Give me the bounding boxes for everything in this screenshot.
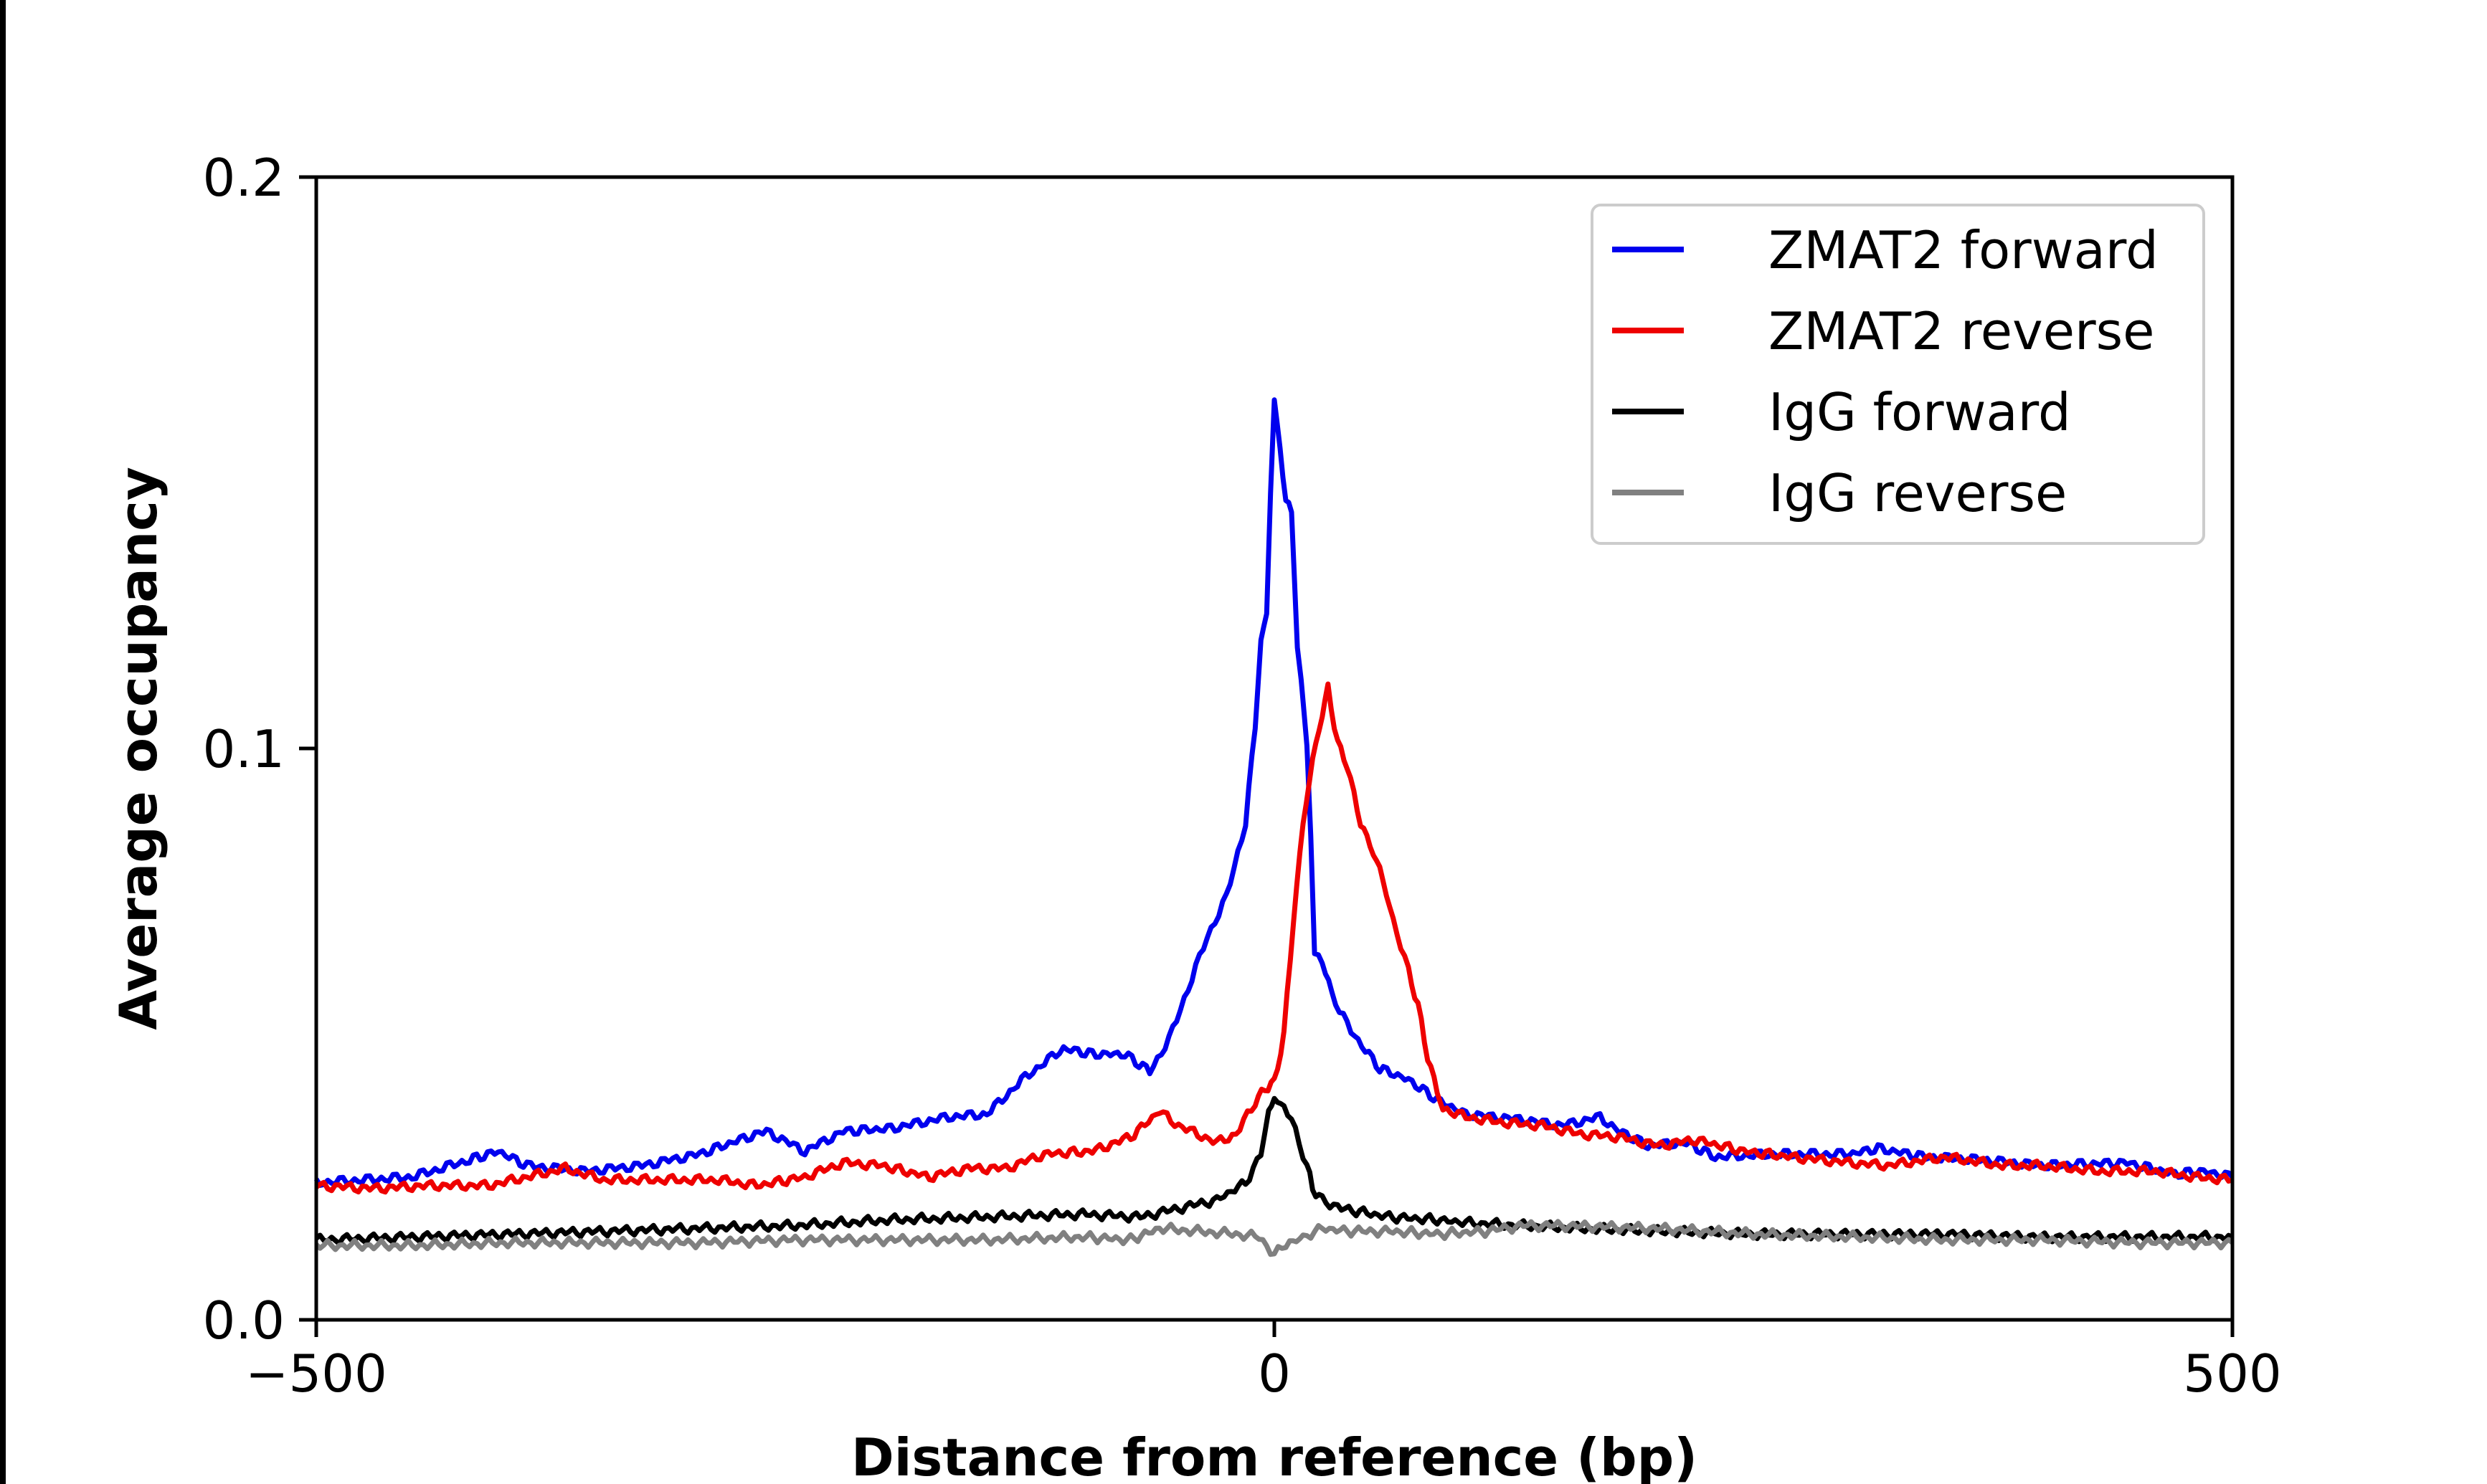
series-line-igg-reverse xyxy=(314,1219,2235,1257)
y-tick-label: 0.0 xyxy=(202,1290,285,1351)
x-tick-label: −500 xyxy=(245,1343,387,1404)
legend-label: IgG forward xyxy=(1768,382,2071,442)
legend-entries: ZMAT2 forward ZMAT2 reverse IgG forward IgG… xyxy=(1612,220,2159,523)
legend-label: IgG reverse xyxy=(1768,463,2067,523)
legend-label: ZMAT2 reverse xyxy=(1768,301,2154,361)
x-tick-label: 500 xyxy=(2183,1343,2281,1404)
series-line-zmat2-forward xyxy=(313,397,2235,1188)
legend: ZMAT2 forward ZMAT2 reverse IgG forward IgG… xyxy=(1591,204,2205,545)
x-tick-label: 0 xyxy=(1258,1343,1291,1404)
ticks-layer: −500 0 500 0.0 0.1 0.2 xyxy=(202,148,2281,1404)
y-axis-label: Average occupancy xyxy=(108,467,169,1030)
series-line-igg-forward xyxy=(314,1095,2234,1247)
series-line-zmat2-reverse xyxy=(314,681,2234,1195)
legend-label: ZMAT2 forward xyxy=(1768,220,2159,280)
y-tick-label: 0.1 xyxy=(202,719,285,779)
legend-box xyxy=(1591,204,2205,545)
x-axis-label: Distance from reference (bp) xyxy=(851,1427,1697,1484)
left-frame-edge xyxy=(0,0,6,1484)
y-tick-label: 0.2 xyxy=(202,148,285,208)
series-layer xyxy=(313,397,2235,1257)
